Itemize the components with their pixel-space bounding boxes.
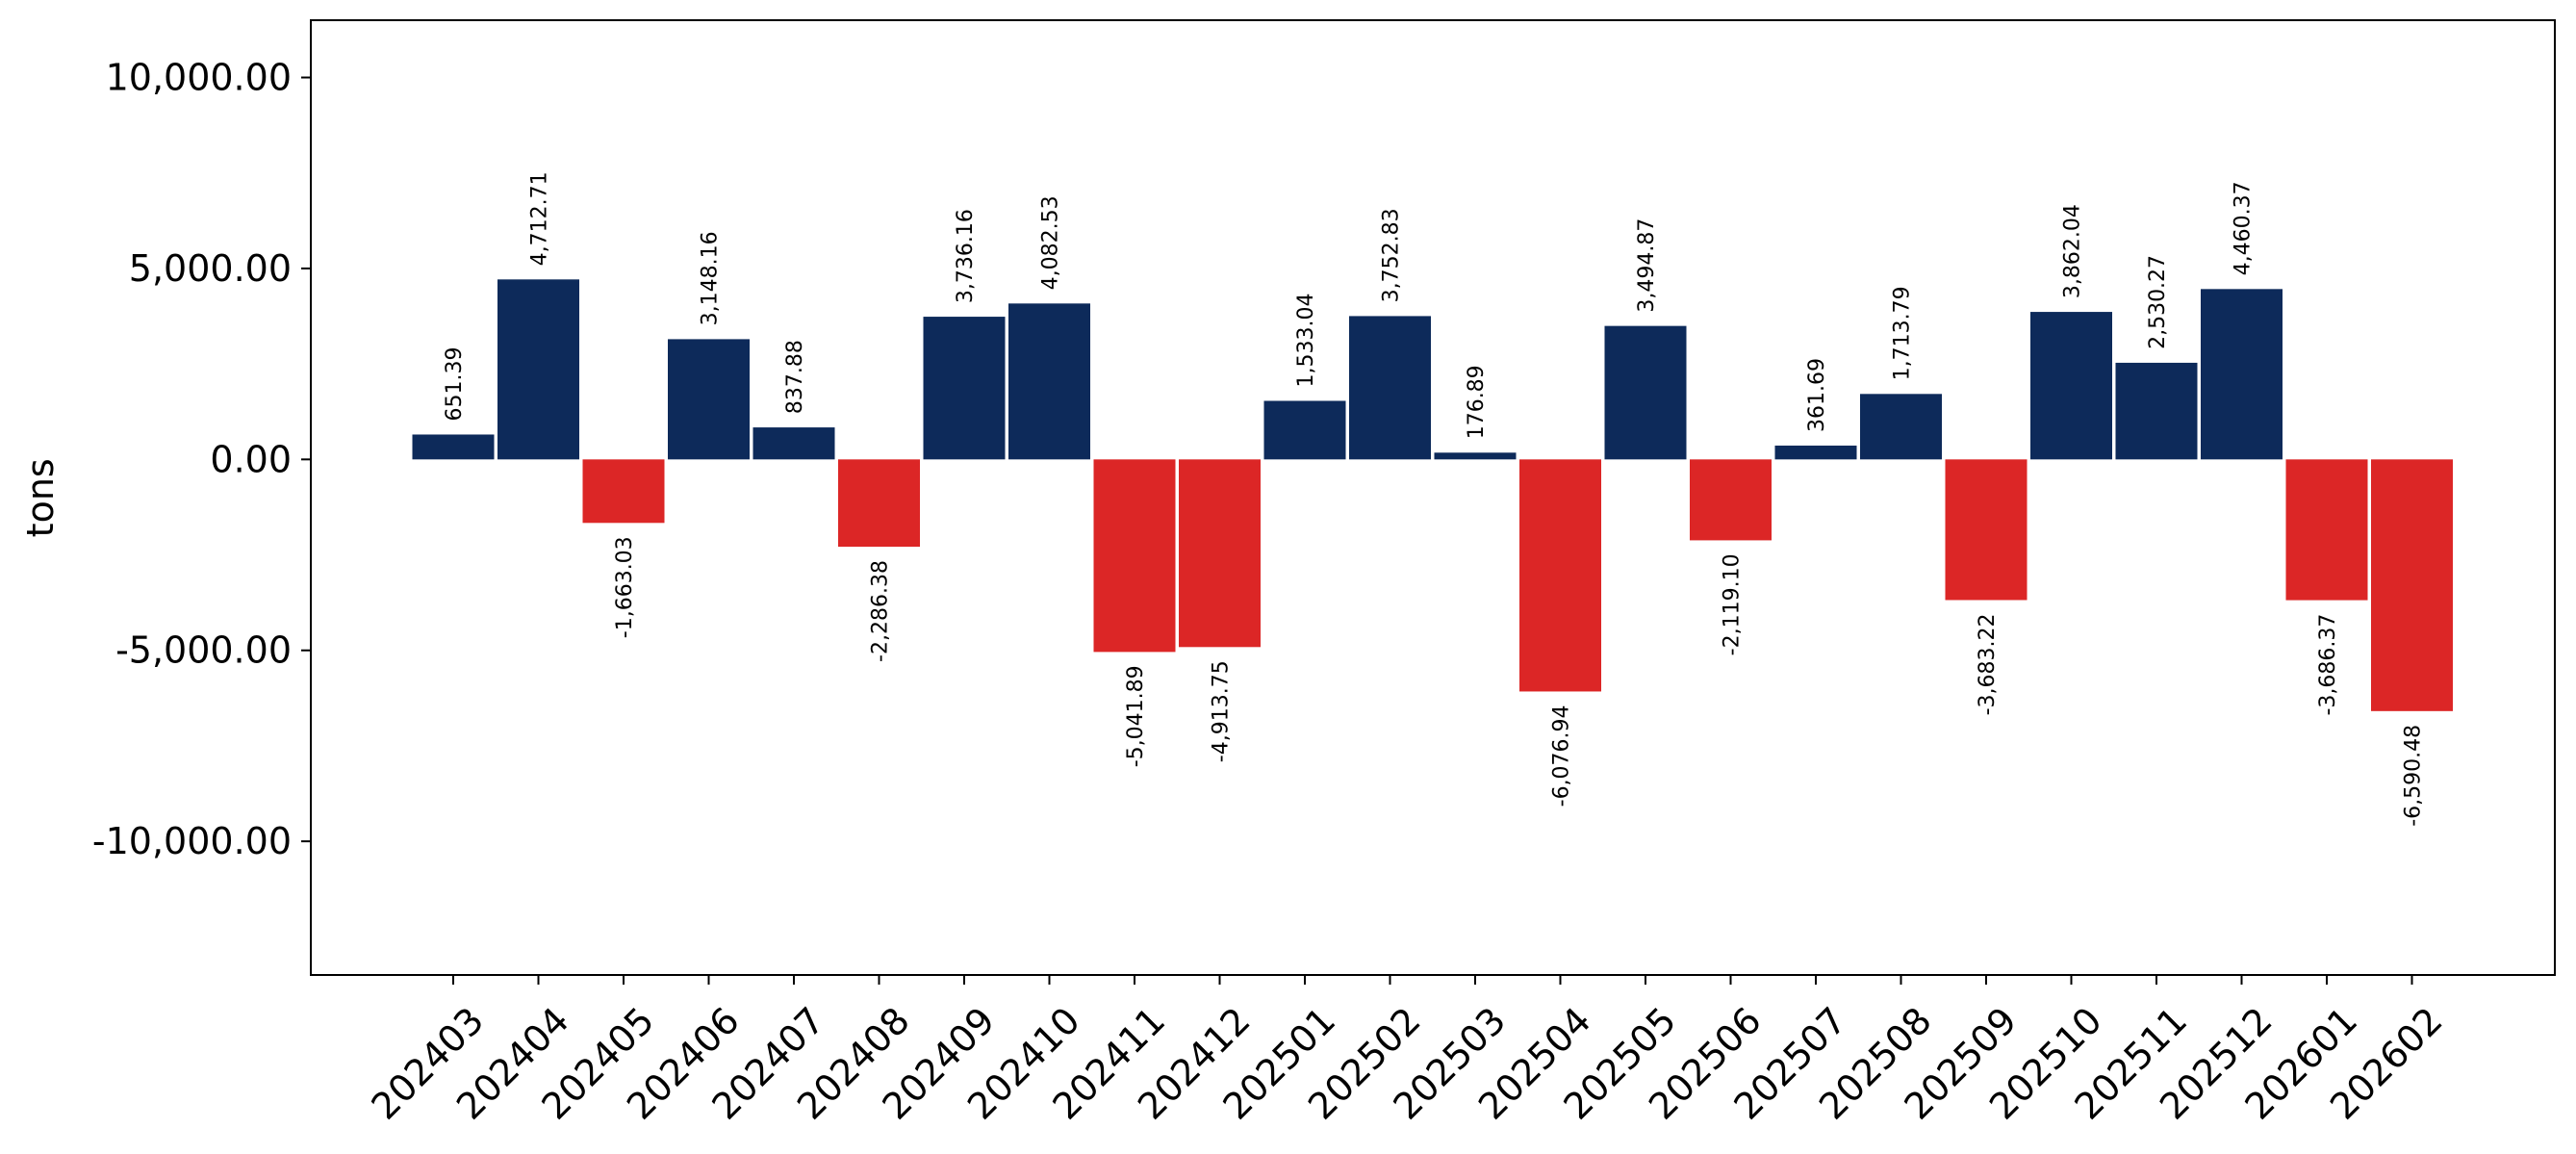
plot-frame (310, 19, 2556, 976)
x-axis: 2024032024042024052024062024072024082024… (363, 975, 2451, 1128)
data-label: -2,286.38 (869, 560, 893, 662)
data-label: 4,460.37 (2232, 181, 2256, 275)
bar (1690, 459, 1772, 541)
bar (497, 279, 579, 460)
y-tick-label: 0.00 (210, 438, 292, 480)
data-label: -3,683.22 (1976, 613, 2000, 715)
data-label: 4,712.71 (528, 171, 552, 266)
bar (1519, 459, 1601, 692)
bar (2371, 459, 2453, 711)
data-label: -1,663.03 (613, 536, 637, 638)
bar (1179, 459, 1261, 648)
data-label: 4,082.53 (1039, 195, 1063, 290)
bar (2115, 362, 2198, 460)
data-label: 3,494.87 (1635, 218, 1659, 313)
y-axis: -10,000.00 -5,000.00 0.00 5,000.00 10,000.00 (92, 57, 311, 862)
data-label: 1,533.04 (1294, 294, 1318, 388)
data-label: 3,148.16 (699, 231, 723, 325)
data-label: 3,752.83 (1380, 208, 1404, 302)
bar (668, 339, 750, 460)
bar (2201, 289, 2283, 460)
data-label: 2,530.27 (2146, 255, 2170, 349)
bar (1604, 325, 1687, 460)
data-label: 176.89 (1465, 365, 1489, 439)
y-tick-label: 5,000.00 (129, 247, 292, 290)
y-tick-label: -10,000.00 (92, 820, 292, 862)
data-label: 837.88 (783, 340, 807, 414)
bar (412, 434, 495, 460)
bar (2285, 459, 2368, 601)
bar (1008, 303, 1090, 460)
bar (1093, 459, 1176, 653)
bar (1434, 452, 1517, 460)
data-label: 1,713.79 (1891, 286, 1915, 380)
bar (1263, 400, 1346, 460)
data-label: -2,119.10 (1721, 553, 1745, 655)
bars-group (412, 279, 2453, 711)
data-label: 3,862.04 (2061, 204, 2085, 298)
y-tick-label: 10,000.00 (106, 57, 292, 99)
data-label: -6,590.48 (2402, 725, 2426, 827)
data-label: -3,686.37 (2316, 614, 2340, 716)
y-tick-label: -5,000.00 (115, 629, 292, 672)
bar (838, 459, 920, 548)
data-label: 651.39 (443, 346, 467, 421)
bar (2030, 312, 2112, 460)
data-label: -5,041.89 (1124, 665, 1148, 767)
data-label: -4,913.75 (1210, 660, 1234, 762)
data-label: 3,736.16 (954, 209, 978, 303)
bar (752, 427, 835, 460)
data-labels-group: 651.39 4,712.71 -1,663.03 3,148.16 837.88 -2,… (443, 171, 2426, 826)
y-axis-label: tons (19, 458, 62, 537)
data-label: -6,076.94 (1550, 705, 1574, 807)
bar (582, 459, 665, 524)
bar (1860, 394, 1942, 460)
bar (1774, 445, 1857, 460)
bar (923, 317, 1006, 460)
bar (1349, 316, 1431, 460)
bar (1945, 459, 2028, 601)
data-label: 361.69 (1805, 358, 1829, 432)
